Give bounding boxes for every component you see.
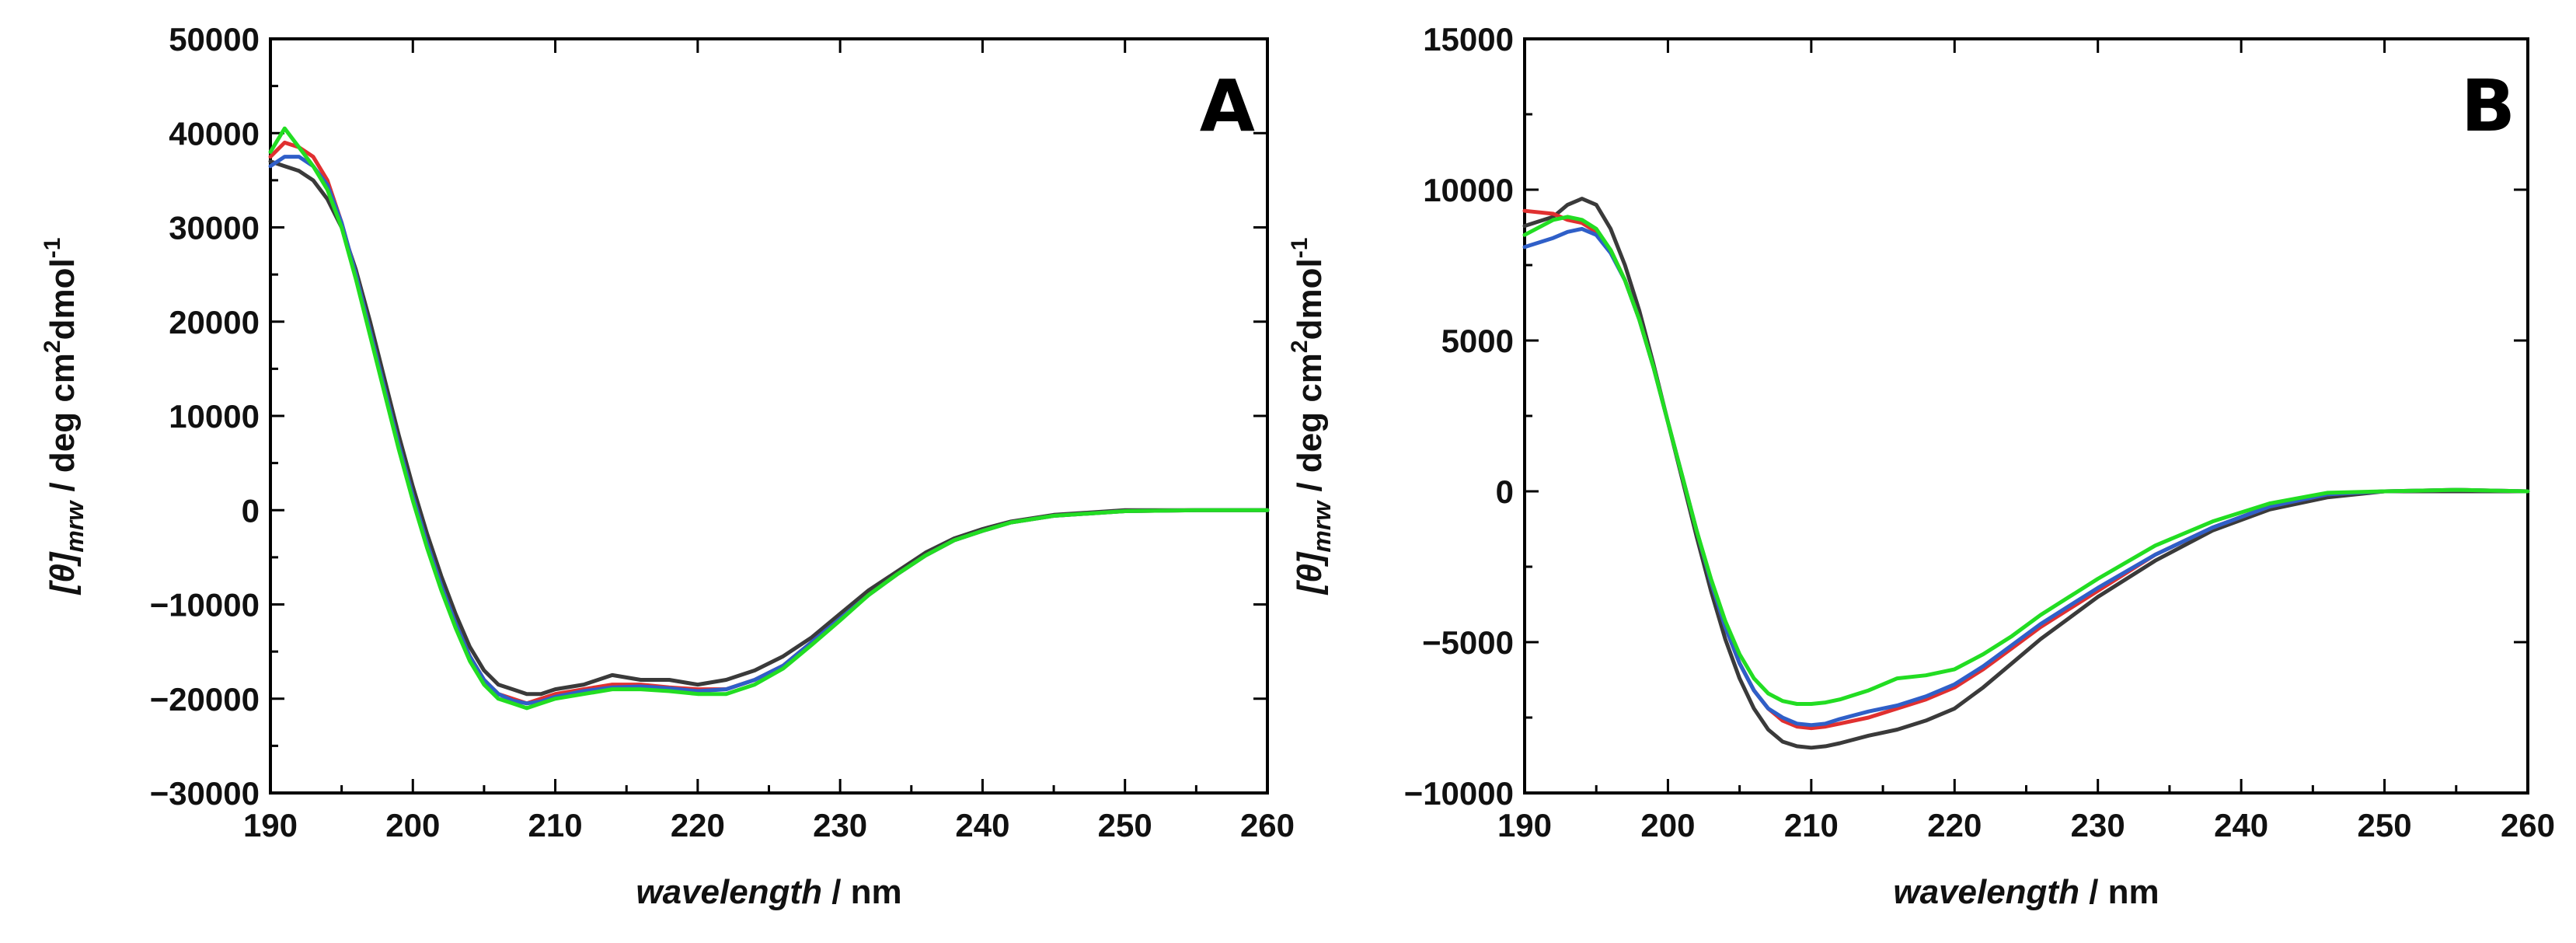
x-tick-label: 220 (671, 807, 725, 843)
y-axis-title: [θ]mrw / deg cm2dmol-1 (40, 238, 89, 596)
y-tick-label: −10000 (150, 587, 260, 623)
y-axis-sub: mrw (1308, 500, 1336, 553)
x-axis-title: wavelength / nm (1893, 873, 2159, 911)
x-tick-label: 230 (2071, 807, 2125, 843)
x-tick-label: 190 (1497, 807, 1552, 843)
y-axis-sup2: -1 (40, 238, 65, 259)
y-axis-sub: mrw (61, 500, 89, 553)
x-tick-label: 200 (1640, 807, 1695, 843)
y-tick-label: 0 (242, 492, 260, 529)
y-axis-unit: / deg cm (1291, 353, 1329, 501)
x-tick-label: 230 (813, 807, 867, 843)
panel-label: A (1200, 65, 1255, 148)
x-tick-label: 210 (1784, 807, 1839, 843)
plot-frame (1523, 37, 2529, 795)
y-tick-label: 15000 (1423, 21, 1514, 58)
y-axis-symbol: [θ] (1291, 551, 1329, 595)
x-axis-unit: / nm (822, 873, 902, 911)
panel-label: B (2461, 65, 2515, 148)
y-axis-symbol: [θ] (44, 551, 82, 595)
y-tick-label: 40000 (169, 115, 260, 152)
y-tick-label: 30000 (169, 210, 260, 246)
x-axis-unit: / nm (2079, 873, 2159, 911)
y-tick-label: 20000 (169, 304, 260, 341)
x-axis-variable: wavelength (1893, 873, 2079, 911)
chart-panel-a: 190 200 210 220 230 240 250 260 50000 40000 30000 2… (40, 21, 1295, 911)
y-axis-title: [θ]mrw / deg cm2dmol-1 (1287, 238, 1336, 596)
series-line-black (268, 159, 1270, 697)
y-tick-label: −10000 (1404, 775, 1514, 812)
plot-frame (269, 37, 1269, 795)
y-axis-unit2: dmol (1291, 258, 1329, 340)
y-tick-label: −20000 (150, 681, 260, 718)
y-tick-label: 5000 (1441, 323, 1514, 359)
y-axis-sup1: 2 (1287, 340, 1312, 353)
y-axis-unit: / deg cm (44, 353, 82, 501)
x-tick-label: 210 (528, 807, 583, 843)
y-tick-label: 10000 (1423, 172, 1514, 208)
x-tick-label: 220 (1927, 807, 1982, 843)
x-tick-label: 240 (2214, 807, 2268, 843)
y-tick-label: 10000 (169, 398, 260, 435)
y-axis-unit2: dmol (44, 258, 82, 340)
x-tick-label: 260 (2501, 807, 2555, 843)
x-tick-label: 240 (955, 807, 1009, 843)
series-line-black (1522, 197, 2530, 750)
x-tick-label: 190 (243, 807, 298, 843)
x-tick-label: 250 (2358, 807, 2412, 843)
x-tick-label: 200 (385, 807, 440, 843)
y-tick-label: −30000 (150, 775, 260, 812)
y-axis-sup1: 2 (40, 340, 65, 353)
chart-panel-b: 190 200 210 220 230 240 250 260 15000 10000 5000 0 −… (1287, 21, 2555, 911)
y-tick-label: −5000 (1422, 624, 1514, 661)
x-tick-label: 250 (1098, 807, 1152, 843)
x-axis-variable: wavelength (636, 873, 822, 911)
y-tick-label: 50000 (169, 21, 260, 58)
series-line-red (268, 140, 1270, 706)
y-tick-label: 0 (1496, 473, 1514, 510)
series-line-green (268, 126, 1270, 711)
series-line-blue (268, 155, 1270, 706)
x-axis-title: wavelength / nm (636, 873, 901, 911)
series-line-green (1522, 215, 2530, 706)
x-tick-label: 260 (1240, 807, 1295, 843)
y-axis-sup2: -1 (1287, 238, 1312, 259)
